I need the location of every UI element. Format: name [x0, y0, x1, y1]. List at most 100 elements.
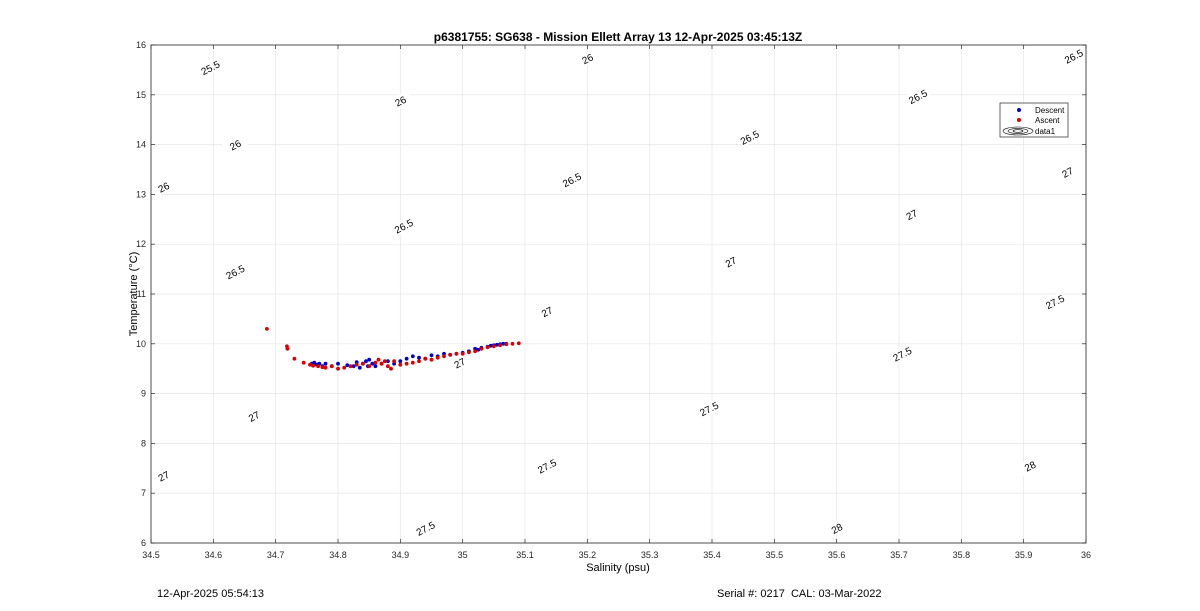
point-ascent: [485, 345, 490, 350]
y-tick-label: 10: [136, 339, 146, 349]
point-descent: [364, 359, 368, 364]
x-axis-ticks: 34.5 34.6 34.7 34.8 34.9 35 35.1 35.2 35.3 35.4 35…: [142, 45, 1091, 560]
contour-label: 28: [1017, 455, 1043, 477]
x-tick-label: 35.6: [828, 550, 846, 560]
x-tick-label: 34.9: [392, 550, 410, 560]
point-ascent: [516, 341, 521, 346]
x-tick-label: 35.2: [579, 550, 597, 560]
svg-text:26: 26: [581, 52, 596, 67]
x-tick-label: 34.7: [267, 550, 285, 560]
x-tick-label: 35.5: [766, 550, 784, 560]
point-ascent: [292, 356, 297, 361]
contour-label: 27: [718, 251, 744, 272]
x-tick-label: 35.9: [1015, 550, 1033, 560]
point-ascent: [301, 360, 306, 365]
legend: Descent Ascent data1: [999, 102, 1069, 138]
point-descent: [373, 364, 378, 369]
contour-label: 27: [150, 465, 177, 487]
x-tick-label: 35.3: [641, 550, 659, 560]
data-points: [265, 327, 521, 371]
legend-box: [999, 102, 1069, 138]
legend-marker-descent: [1017, 108, 1021, 112]
y-tick-label: 11: [137, 289, 146, 299]
point-ascent: [392, 359, 396, 364]
point-descent: [404, 356, 409, 361]
y-tick-label: 8: [141, 438, 146, 448]
y-tick-label: 9: [141, 389, 146, 399]
point-descent: [370, 361, 375, 366]
point-ascent: [410, 360, 415, 365]
y-tick-label: 6: [141, 538, 146, 548]
contour-label: 26: [387, 90, 413, 112]
point-descent: [488, 343, 493, 348]
point-ascent: [435, 355, 440, 360]
contour-label: 27: [1054, 161, 1080, 183]
svg-text:27: 27: [157, 469, 172, 484]
point-ascent: [361, 361, 365, 366]
contour-label: 27: [898, 203, 925, 225]
x-axis-label: Salinity (psu): [586, 562, 650, 574]
point-ascent: [442, 354, 446, 359]
point-ascent: [491, 344, 496, 349]
point-ascent: [323, 365, 328, 370]
svg-text:28: 28: [1023, 459, 1038, 474]
point-descent: [398, 359, 403, 364]
legend-marker-ascent: [1017, 118, 1021, 122]
y-tick-label: 16: [136, 40, 146, 50]
y-tick-label: 12: [136, 239, 146, 249]
point-ascent: [342, 365, 347, 370]
point-ascent: [479, 346, 484, 351]
point-descent: [351, 364, 356, 369]
svg-text:27: 27: [1061, 166, 1076, 181]
point-ascent: [285, 346, 290, 351]
contour-label: 26: [574, 48, 600, 69]
x-tick-label: 34.5: [142, 550, 160, 560]
point-ascent: [329, 364, 334, 369]
point-ascent: [448, 352, 453, 357]
point-ascent: [423, 356, 428, 361]
x-tick-label: 35: [458, 550, 468, 560]
footer-timestamp: 12-Apr-2025 05:54:13: [157, 588, 265, 600]
svg-text:26: 26: [157, 181, 172, 196]
point-ascent: [354, 362, 359, 367]
svg-text:26: 26: [394, 94, 409, 109]
point-ascent: [473, 349, 477, 354]
point-ascent: [504, 342, 509, 347]
point-descent: [417, 355, 421, 360]
svg-text:27: 27: [540, 305, 555, 320]
point-ascent: [320, 365, 325, 370]
point-ascent: [379, 361, 384, 366]
point-descent: [501, 341, 506, 346]
y-tick-label: 15: [136, 90, 146, 100]
x-tick-label: 36: [1081, 550, 1091, 560]
svg-text:28: 28: [830, 522, 845, 537]
point-ascent: [311, 363, 315, 368]
point-ascent: [373, 360, 378, 365]
svg-text:27: 27: [247, 410, 262, 425]
grid: [150, 44, 1087, 544]
contour-label: 26: [150, 176, 177, 198]
svg-text:27: 27: [905, 208, 920, 223]
x-tick-label: 34.8: [329, 550, 347, 560]
x-tick-label: 35.8: [953, 550, 971, 560]
point-ascent: [404, 361, 409, 366]
legend-label-ascent: Ascent: [1035, 116, 1060, 125]
point-ascent: [389, 366, 393, 371]
svg-text:27: 27: [453, 356, 468, 371]
point-descent: [386, 359, 390, 364]
legend-label-contours: data1: [1035, 127, 1056, 136]
svg-text:26: 26: [228, 138, 243, 153]
contour-label: 26: [222, 134, 248, 155]
point-descent: [357, 365, 362, 370]
point-ascent: [316, 364, 320, 369]
point-ascent: [376, 357, 381, 362]
point-descent: [336, 361, 340, 366]
point-descent: [429, 353, 434, 358]
footer-serial-cal: Serial #: 0217 CAL: 03-Mar-2022: [717, 588, 882, 600]
x-tick-label: 35.4: [703, 550, 721, 560]
point-ascent: [386, 364, 390, 369]
x-tick-label: 34.6: [205, 550, 223, 560]
contour-label: 27: [534, 301, 560, 322]
y-tick-label: 7: [141, 488, 146, 498]
legend-contour-icon: [1002, 126, 1034, 136]
